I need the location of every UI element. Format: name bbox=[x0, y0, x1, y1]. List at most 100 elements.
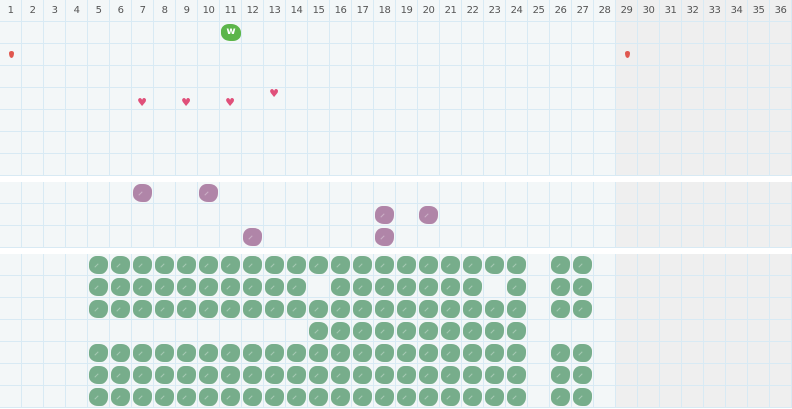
grid-cell[interactable] bbox=[66, 110, 88, 132]
grid-cell[interactable] bbox=[682, 22, 704, 44]
grid-cell[interactable] bbox=[330, 88, 352, 110]
green-blob-marker[interactable] bbox=[155, 344, 174, 362]
green-blob-marker[interactable] bbox=[133, 256, 152, 274]
grid-cell[interactable] bbox=[550, 22, 572, 44]
grid-cell[interactable] bbox=[726, 320, 748, 342]
grid-cell[interactable] bbox=[330, 226, 352, 248]
grid-cell[interactable] bbox=[242, 66, 264, 88]
green-blob-marker[interactable] bbox=[287, 344, 306, 362]
grid-cell[interactable] bbox=[44, 110, 66, 132]
grid-cell[interactable] bbox=[748, 298, 770, 320]
column-header[interactable]: 34 bbox=[726, 0, 748, 22]
grid-cell[interactable] bbox=[704, 204, 726, 226]
grid-cell[interactable] bbox=[0, 66, 22, 88]
grid-cell[interactable] bbox=[682, 386, 704, 408]
grid-cell[interactable] bbox=[616, 204, 638, 226]
grid-cell[interactable] bbox=[308, 204, 330, 226]
grid-cell[interactable] bbox=[0, 110, 22, 132]
grid-cell[interactable] bbox=[440, 204, 462, 226]
grid-cell[interactable] bbox=[396, 132, 418, 154]
grid-cell[interactable] bbox=[484, 22, 506, 44]
grid-cell[interactable] bbox=[110, 66, 132, 88]
grid-cell[interactable] bbox=[638, 22, 660, 44]
grid-cell[interactable] bbox=[22, 254, 44, 276]
green-blob-marker[interactable] bbox=[309, 322, 328, 340]
grid-cell[interactable] bbox=[176, 88, 198, 110]
green-blob-marker[interactable] bbox=[419, 322, 438, 340]
grid-cell[interactable] bbox=[726, 88, 748, 110]
green-blob-marker[interactable] bbox=[397, 256, 416, 274]
grid-cell[interactable] bbox=[176, 132, 198, 154]
grid-cell[interactable] bbox=[44, 342, 66, 364]
grid-cell[interactable] bbox=[396, 154, 418, 176]
grid-cell[interactable] bbox=[220, 110, 242, 132]
grid-cell[interactable] bbox=[748, 254, 770, 276]
grid-cell[interactable] bbox=[704, 320, 726, 342]
green-blob-marker[interactable] bbox=[199, 256, 218, 274]
grid-cell[interactable] bbox=[22, 298, 44, 320]
green-blob-marker[interactable] bbox=[441, 366, 460, 384]
column-header[interactable]: 17 bbox=[352, 0, 374, 22]
grid-cell[interactable] bbox=[462, 66, 484, 88]
grid-cell[interactable] bbox=[682, 364, 704, 386]
grid-cell[interactable] bbox=[242, 320, 264, 342]
green-blob-marker[interactable] bbox=[419, 344, 438, 362]
green-blob-marker[interactable] bbox=[463, 388, 482, 406]
green-blob-marker[interactable] bbox=[177, 344, 196, 362]
green-blob-marker[interactable] bbox=[243, 256, 262, 274]
green-blob-marker[interactable] bbox=[397, 278, 416, 296]
grid-cell[interactable] bbox=[352, 132, 374, 154]
grid-cell[interactable] bbox=[264, 66, 286, 88]
grid-cell[interactable] bbox=[528, 88, 550, 110]
purple-blob-marker[interactable] bbox=[133, 184, 152, 202]
green-blob-marker[interactable] bbox=[375, 278, 394, 296]
green-blob-marker[interactable] bbox=[133, 388, 152, 406]
column-header[interactable]: 6 bbox=[110, 0, 132, 22]
grid-cell[interactable] bbox=[110, 154, 132, 176]
grid-cell[interactable] bbox=[616, 342, 638, 364]
grid-cell[interactable] bbox=[594, 22, 616, 44]
grid-cell[interactable] bbox=[550, 132, 572, 154]
green-blob-marker[interactable] bbox=[155, 256, 174, 274]
grid-cell[interactable] bbox=[748, 22, 770, 44]
green-blob-marker[interactable] bbox=[309, 300, 328, 318]
column-header[interactable]: 1 bbox=[0, 0, 22, 22]
green-blob-marker[interactable] bbox=[331, 388, 350, 406]
grid-cell[interactable] bbox=[660, 364, 682, 386]
green-blob-marker[interactable] bbox=[419, 300, 438, 318]
grid-cell[interactable] bbox=[88, 22, 110, 44]
grid-cell[interactable] bbox=[220, 226, 242, 248]
green-blob-marker[interactable] bbox=[551, 300, 570, 318]
green-blob-marker[interactable] bbox=[243, 300, 262, 318]
grid-cell[interactable] bbox=[44, 44, 66, 66]
green-blob-marker[interactable] bbox=[353, 300, 372, 318]
grid-cell[interactable] bbox=[176, 154, 198, 176]
grid-cell[interactable] bbox=[352, 110, 374, 132]
grid-cell[interactable] bbox=[0, 132, 22, 154]
grid-cell[interactable] bbox=[132, 110, 154, 132]
grid-cell[interactable] bbox=[682, 254, 704, 276]
grid-cell[interactable] bbox=[528, 182, 550, 204]
grid-cell[interactable] bbox=[66, 254, 88, 276]
grid-cell[interactable] bbox=[198, 88, 220, 110]
grid-cell[interactable] bbox=[440, 22, 462, 44]
green-blob-marker[interactable] bbox=[111, 256, 130, 274]
grid-cell[interactable] bbox=[88, 182, 110, 204]
grid-cell[interactable] bbox=[704, 226, 726, 248]
green-blob-marker[interactable] bbox=[441, 344, 460, 362]
grid-cell[interactable] bbox=[594, 254, 616, 276]
grid-cell[interactable] bbox=[330, 132, 352, 154]
grid-cell[interactable] bbox=[704, 66, 726, 88]
grid-cell[interactable] bbox=[330, 44, 352, 66]
grid-cell[interactable] bbox=[44, 132, 66, 154]
green-blob-marker[interactable] bbox=[199, 300, 218, 318]
grid-cell[interactable] bbox=[88, 66, 110, 88]
grid-cell[interactable] bbox=[440, 226, 462, 248]
green-blob-marker[interactable] bbox=[551, 256, 570, 274]
grid-cell[interactable] bbox=[220, 44, 242, 66]
grid-cell[interactable] bbox=[748, 386, 770, 408]
grid-cell[interactable] bbox=[572, 88, 594, 110]
grid-cell[interactable] bbox=[286, 204, 308, 226]
column-header[interactable]: 22 bbox=[462, 0, 484, 22]
grid-cell[interactable] bbox=[638, 44, 660, 66]
